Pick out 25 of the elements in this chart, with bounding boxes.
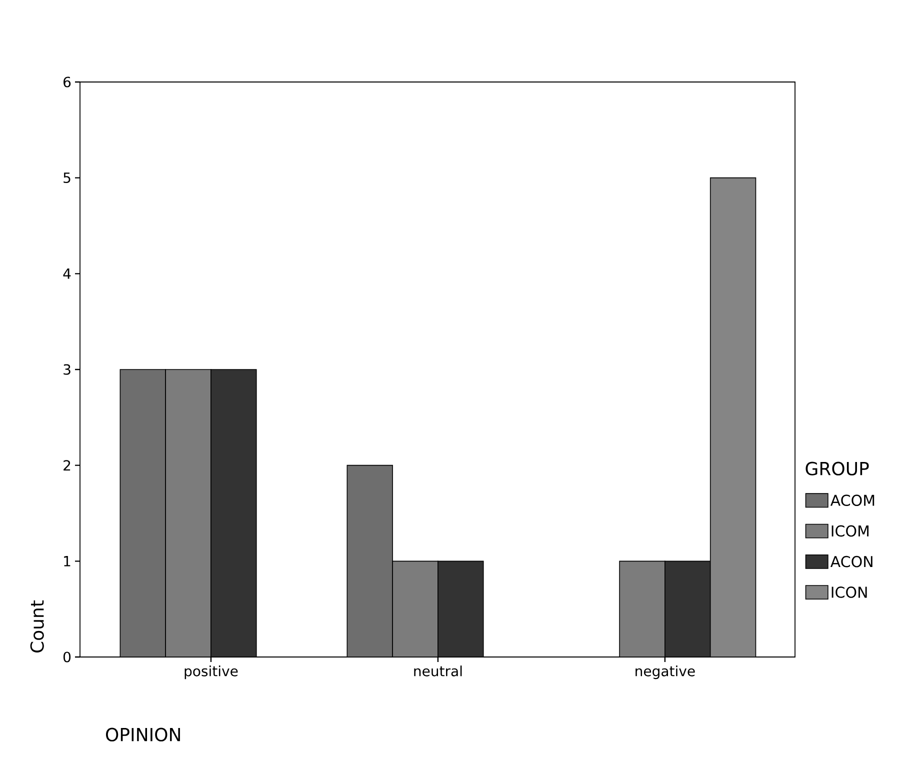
y-tick-label: 0 [63,652,71,662]
bar [210,369,257,657]
y-tick-label: 2 [64,460,70,471]
y-tick-label: 1 [64,556,70,566]
legend-title: GROUP [806,462,869,476]
bar [165,369,212,657]
y-tick-label: 3 [64,364,70,375]
y-axis-title: Count [30,600,44,652]
y-tick-label: 5 [64,172,70,184]
x-tick-label: negative [636,666,695,680]
legend-label: ACON [830,556,872,568]
x-axis-title: OPINION [106,728,180,742]
y-tick-label: 4 [63,268,71,279]
bar [619,560,666,657]
bar [120,369,166,657]
bar [346,464,393,657]
x-tick-label: neutral [414,666,462,676]
legend-label: ACOM [830,494,874,506]
legend-label: ICON [832,586,867,598]
y-tick-label: 6 [64,76,71,88]
bar [664,560,711,657]
bar [392,560,438,657]
x-tick-label: positive [184,666,238,680]
bar [438,560,484,657]
legend-label: ICOM [832,525,869,537]
